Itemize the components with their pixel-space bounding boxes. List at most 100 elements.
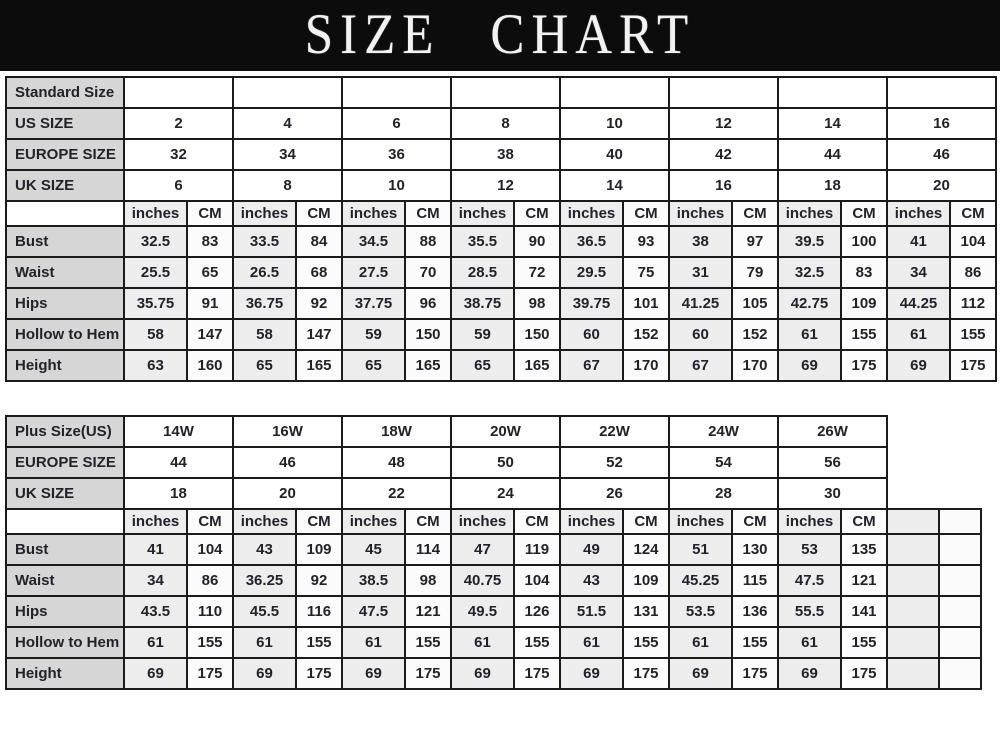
unit-header-cm: CM: [731, 200, 779, 227]
measurement-inches-cell: 39.75: [559, 287, 624, 320]
measurement-cm-cell: 101: [622, 287, 670, 320]
measurement-cm-cell: 119: [513, 533, 561, 566]
unit-header-inches: inches: [559, 200, 624, 227]
unit-header-cm: CM: [513, 200, 561, 227]
measurement-inches-cell: 67: [559, 349, 624, 382]
measurement-cm-cell: 104: [186, 533, 234, 566]
size-value-cell: 18: [777, 169, 888, 202]
measurement-cm-cell: 175: [731, 657, 779, 690]
measurement-row: Height 63 160 65 165 65 165 65 165 67 170 67 170 69 17…: [5, 349, 997, 382]
measurement-cm-cell: 88: [404, 225, 452, 258]
page-title: SIZE: [304, 3, 441, 67]
measurement-inches-cell: 35.75: [123, 287, 188, 320]
measurement-cm-cell: 109: [840, 287, 888, 320]
row-label-empty: [5, 508, 125, 535]
row-label: Standard Size: [5, 76, 125, 109]
measurement-cm-cell: 109: [622, 564, 670, 597]
measurement-cm-cell: 86: [186, 564, 234, 597]
measurement-cm-cell: 170: [622, 349, 670, 382]
measurement-cm-cell: 92: [295, 564, 343, 597]
measurement-inches-cell: 47: [450, 533, 515, 566]
measurement-cm-cell: 79: [731, 256, 779, 289]
empty-cell: [938, 564, 982, 597]
size-value-cell: 20: [886, 169, 997, 202]
measurement-inches-cell: 69: [123, 657, 188, 690]
row-label: Bust: [5, 533, 125, 566]
unit-header-inches: inches: [668, 508, 733, 535]
measurement-inches-cell: 63: [123, 349, 188, 382]
measurement-cm-cell: 160: [186, 349, 234, 382]
row-label: US SIZE: [5, 107, 125, 140]
measurement-inches-cell: 26.5: [232, 256, 297, 289]
measurement-inches-cell: 38: [668, 225, 733, 258]
measurement-inches-cell: 34.5: [341, 225, 406, 258]
measurement-inches-cell: 36.25: [232, 564, 297, 597]
size-value-cell: 14W: [123, 415, 234, 448]
measurement-inches-cell: 65: [450, 349, 515, 382]
measurement-inches-cell: 41: [123, 533, 188, 566]
measurement-cm-cell: 141: [840, 595, 888, 628]
measurement-cm-cell: 91: [186, 287, 234, 320]
measurement-inches-cell: 61: [886, 318, 951, 351]
measurement-cm-cell: 150: [404, 318, 452, 351]
unit-header-inches: inches: [668, 200, 733, 227]
size-value-cell: [886, 76, 997, 109]
measurement-inches-cell: 34: [886, 256, 951, 289]
measurement-cm-cell: 170: [731, 349, 779, 382]
measurement-inches-cell: 39.5: [777, 225, 842, 258]
size-value-cell: 8: [232, 169, 343, 202]
measurement-inches-cell: 69: [777, 657, 842, 690]
measurement-row: Waist 34 86 36.25 92 38.5 98 40.75 104 43 109 45.25…: [5, 564, 982, 597]
unit-header-inches: inches: [777, 508, 842, 535]
size-value-cell: 32: [123, 138, 234, 171]
plus-size-table: Plus Size(US) 14W 16W 18W 20W 22W 24W 26W EUROPE…: [5, 415, 982, 690]
measurement-cm-cell: 92: [295, 287, 343, 320]
measurement-cm-cell: 165: [295, 349, 343, 382]
size-value-cell: 24: [450, 477, 561, 510]
empty-cell: [938, 657, 982, 690]
measurement-row: Bust 41 104 43 109 45 114 47 119 49 124 51 130 53 135: [5, 533, 982, 566]
measurement-cm-cell: 86: [949, 256, 997, 289]
measurement-cm-cell: 175: [622, 657, 670, 690]
units-header-row: inches CM inches CM inches CM inches CM inches CM…: [5, 200, 997, 227]
empty-cell: [938, 508, 982, 535]
row-label: UK SIZE: [5, 169, 125, 202]
measurement-inches-cell: 59: [341, 318, 406, 351]
measurement-cm-cell: 112: [949, 287, 997, 320]
size-value-cell: 18W: [341, 415, 452, 448]
measurement-cm-cell: 110: [186, 595, 234, 628]
measurement-cm-cell: 155: [840, 626, 888, 659]
empty-cell: [886, 657, 940, 690]
size-value-cell: 40: [559, 138, 670, 171]
unit-header-inches: inches: [123, 200, 188, 227]
measurement-cm-cell: 152: [731, 318, 779, 351]
measurement-inches-cell: 32.5: [777, 256, 842, 289]
size-value-cell: 34: [232, 138, 343, 171]
unit-header-inches: inches: [341, 200, 406, 227]
measurement-cm-cell: 155: [295, 626, 343, 659]
size-value-cell: 8: [450, 107, 561, 140]
measurement-cm-cell: 147: [295, 318, 343, 351]
unit-header-inches: inches: [450, 508, 515, 535]
measurement-inches-cell: 61: [668, 626, 733, 659]
measurement-inches-cell: 36.75: [232, 287, 297, 320]
measurement-row: Hollow to Hem 61 155 61 155 61 155 61 155 61 155 61…: [5, 626, 982, 659]
empty-cell: [886, 508, 940, 535]
measurement-cm-cell: 175: [840, 349, 888, 382]
measurement-cm-cell: 121: [404, 595, 452, 628]
measurement-cm-cell: 136: [731, 595, 779, 628]
measurement-inches-cell: 61: [123, 626, 188, 659]
measurement-cm-cell: 152: [622, 318, 670, 351]
measurement-inches-cell: 58: [232, 318, 297, 351]
measurement-cm-cell: 96: [404, 287, 452, 320]
measurement-row: Hollow to Hem 58 147 58 147 59 150 59 150 60 152 60…: [5, 318, 997, 351]
unit-header-cm: CM: [622, 508, 670, 535]
size-value-cell: 2: [123, 107, 234, 140]
measurement-inches-cell: 35.5: [450, 225, 515, 258]
size-value-cell: 22: [341, 477, 452, 510]
unit-header-cm: CM: [622, 200, 670, 227]
row-label: Height: [5, 657, 125, 690]
measurement-row: Hips 35.75 91 36.75 92 37.75 96 38.75 98 39.75 101…: [5, 287, 997, 320]
measurement-inches-cell: 43: [559, 564, 624, 597]
measurement-inches-cell: 49: [559, 533, 624, 566]
